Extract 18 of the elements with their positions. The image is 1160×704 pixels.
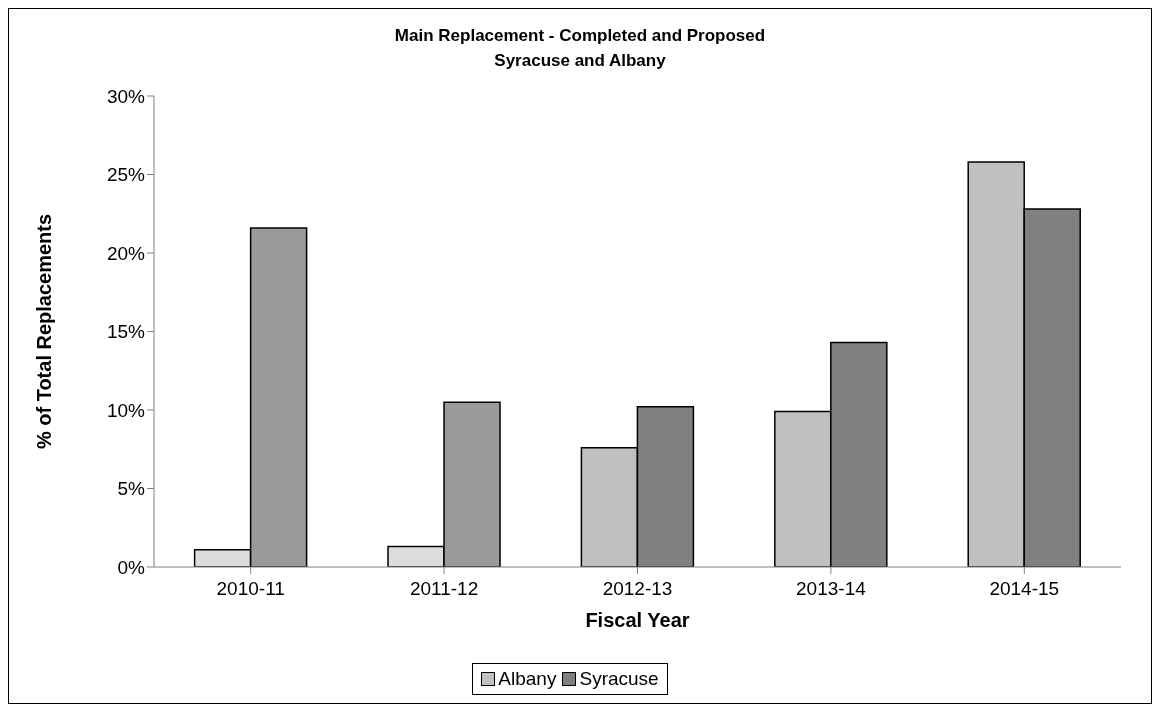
y-tick-label: 30% bbox=[106, 85, 146, 107]
chart-title: Main Replacement - Completed and Proposed bbox=[393, 25, 767, 47]
x-tick-label: 2012-13 bbox=[602, 578, 673, 600]
y-tick-label: 20% bbox=[106, 242, 146, 264]
x-tick-label: 2014-15 bbox=[989, 578, 1060, 600]
legend-label: Albany bbox=[498, 668, 557, 690]
x-tick-label: 2013-14 bbox=[796, 578, 867, 600]
y-tick-label: 25% bbox=[106, 164, 146, 186]
chart-subtitle: Syracuse and Albany bbox=[493, 50, 667, 72]
x-tick-label: 2011-12 bbox=[409, 578, 479, 600]
y-tick-label: 5% bbox=[117, 478, 146, 500]
x-tick-label: 2010-11 bbox=[216, 578, 285, 600]
y-axis-title: % of Total Replacements bbox=[33, 213, 56, 450]
y-tick-label: 15% bbox=[106, 321, 146, 343]
legend-label: Syracuse bbox=[579, 668, 659, 690]
y-tick-label: 0% bbox=[117, 556, 146, 578]
x-axis-title: Fiscal Year bbox=[585, 609, 690, 631]
y-tick-label: 10% bbox=[106, 399, 146, 421]
